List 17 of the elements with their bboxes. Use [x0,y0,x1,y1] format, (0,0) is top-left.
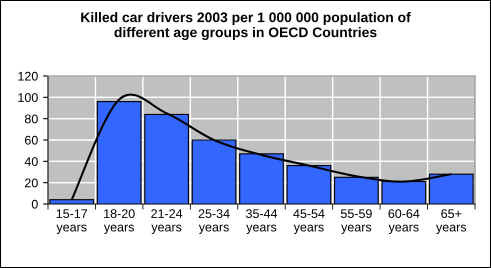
y-tick-label: 80 [24,114,38,124]
y-tick-label: 100 [18,93,38,102]
x-tick-label: 55-59 years [340,209,372,234]
x-tick-label: 65+ years [436,209,466,234]
x-tick-label: 15-17 years [56,209,88,234]
x-tick-label: 21-24 years [151,209,182,234]
chart-title: Killed car drivers 2003 per 1 000 000 population of different age groups in OECD Countries [81,12,411,40]
x-tick-label: 35-44 years [246,209,278,234]
x-tick-label: 25-34 years [198,209,230,234]
x-tick-label: 60-64 years [388,209,420,234]
x-tick-label: 45-54 years [293,209,325,234]
y-tick-label: 20 [25,178,38,188]
y-tick-label: 60 [25,136,38,145]
y-tick-label: 0 [32,200,38,209]
x-tick-label: 18-20 years [104,209,135,234]
y-tick-label: 120 [18,72,38,81]
y-tick-label: 40 [24,157,38,166]
